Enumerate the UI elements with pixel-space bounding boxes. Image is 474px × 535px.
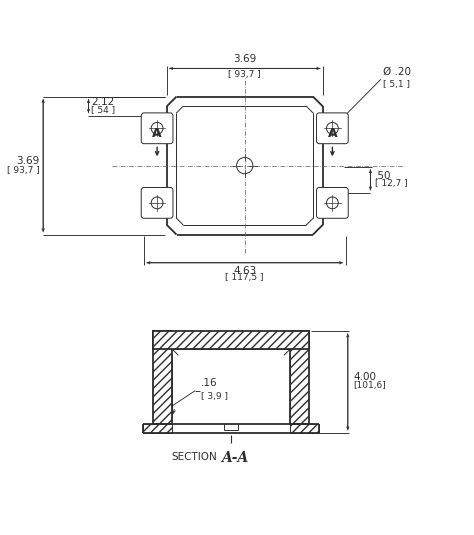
Text: [ 12,7 ]: [ 12,7 ] bbox=[375, 179, 408, 188]
Bar bbox=[153, 331, 173, 424]
FancyBboxPatch shape bbox=[317, 113, 348, 144]
Bar bbox=[143, 424, 173, 433]
Text: [ 117,5 ]: [ 117,5 ] bbox=[226, 273, 264, 282]
Text: [101,6]: [101,6] bbox=[353, 381, 386, 390]
Text: [ 93,7 ]: [ 93,7 ] bbox=[7, 166, 39, 174]
Text: 3.69: 3.69 bbox=[16, 156, 39, 166]
Text: A: A bbox=[152, 127, 162, 140]
Text: A: A bbox=[328, 127, 337, 140]
Text: [ 54 ]: [ 54 ] bbox=[91, 105, 115, 114]
Text: .16: .16 bbox=[201, 378, 218, 388]
Text: 4.00: 4.00 bbox=[353, 372, 376, 383]
Text: Ø .20: Ø .20 bbox=[383, 66, 411, 77]
Text: 3.69: 3.69 bbox=[233, 54, 256, 64]
Text: 2.12: 2.12 bbox=[91, 97, 114, 108]
FancyBboxPatch shape bbox=[141, 113, 173, 144]
Bar bbox=[153, 331, 310, 349]
Text: [ 5,1 ]: [ 5,1 ] bbox=[383, 80, 410, 89]
Text: 4.63: 4.63 bbox=[233, 266, 256, 277]
Bar bbox=[290, 424, 319, 433]
Text: [ 3,9 ]: [ 3,9 ] bbox=[201, 392, 228, 401]
Text: .50: .50 bbox=[375, 171, 392, 181]
FancyBboxPatch shape bbox=[141, 187, 173, 218]
Text: [ 93,7 ]: [ 93,7 ] bbox=[228, 70, 261, 79]
Text: SECTION: SECTION bbox=[172, 452, 218, 462]
Text: A-A: A-A bbox=[221, 451, 248, 465]
Bar bbox=[290, 331, 310, 424]
FancyBboxPatch shape bbox=[317, 187, 348, 218]
